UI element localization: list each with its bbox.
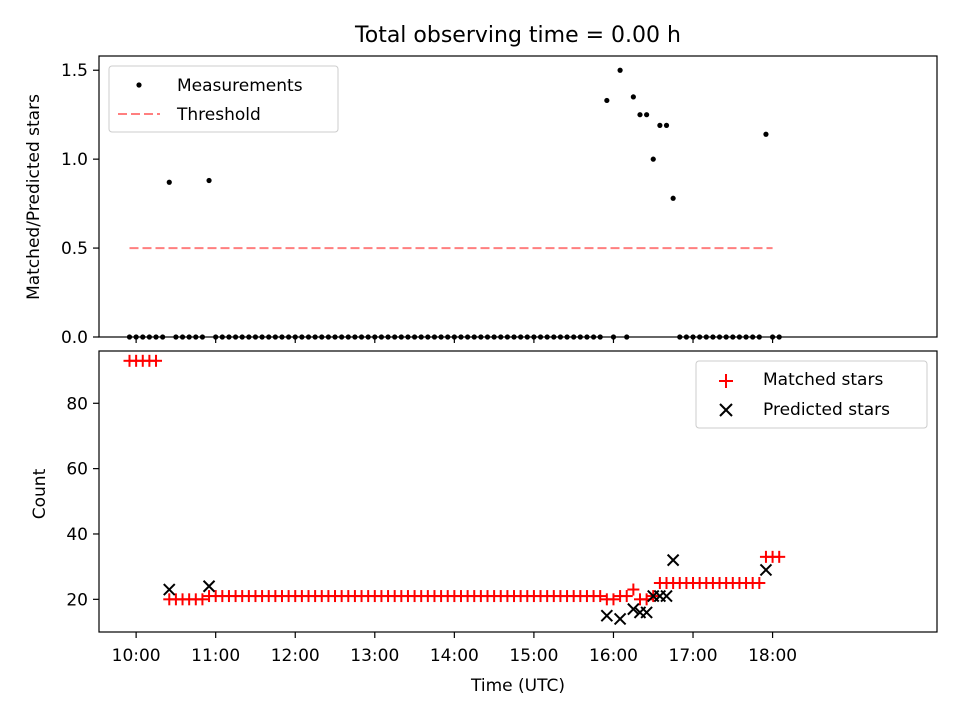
- bottom-y-tick-label: 20: [66, 590, 88, 610]
- measurement-point: [763, 131, 769, 137]
- top-y-tick-label: 0.5: [61, 239, 88, 259]
- bottom-x-tick-label: 10:00: [112, 646, 161, 666]
- top-y-tick-label: 1.0: [61, 150, 88, 170]
- top-y-axis-label: Matched/Predicted stars: [24, 94, 44, 300]
- measurement-point: [604, 97, 610, 104]
- bottom-x-axis: 10:00 11:00 12:00 13:00 14:00 15:00 16:00 17:00…: [112, 632, 797, 666]
- top-y-tick-label: 1.5: [61, 61, 88, 81]
- top-y-tick-label: 0.0: [61, 328, 88, 348]
- predicted-star-point: [759, 563, 773, 577]
- matched-star-point: [753, 576, 766, 589]
- top-plot-frame: [98, 55, 938, 338]
- bottom-x-tick-label: 18:00: [748, 646, 797, 666]
- measurement-point: [617, 67, 623, 73]
- measurement-point: [644, 112, 650, 118]
- matched-star-point: [627, 583, 640, 596]
- top-x-axis: [135, 337, 774, 343]
- measurement-point: [650, 156, 656, 162]
- legend-measurements-marker: [136, 82, 142, 88]
- bottom-y-axis-label: Count: [30, 468, 50, 519]
- legend-predicted-marker: [719, 403, 733, 417]
- matched-star-point: [594, 590, 607, 603]
- predicted-star-point: [613, 612, 627, 626]
- legend-matched-label: Matched stars: [763, 370, 883, 390]
- bottom-x-tick-label: 12:00: [271, 646, 320, 666]
- predicted-star-point: [163, 583, 176, 596]
- predicted-star-point: [660, 589, 673, 603]
- matched-star-point: [607, 593, 620, 606]
- top-legend: Measurements Threshold: [108, 65, 339, 133]
- bottom-y-tick-label: 80: [66, 394, 88, 414]
- matched-stars-series: [123, 354, 786, 606]
- legend-threshold-label: Threshold: [176, 105, 261, 125]
- bottom-legend: Matched stars Predicted stars: [695, 360, 928, 429]
- legend-predicted-label: Predicted stars: [763, 400, 890, 420]
- measurement-point: [630, 94, 636, 100]
- bottom-y-axis: 20 40 60 80: [66, 394, 99, 610]
- measurement-point: [637, 112, 643, 118]
- measurement-point: [670, 195, 676, 201]
- bottom-y-tick-label: 40: [66, 525, 88, 545]
- matched-star-point: [620, 590, 633, 603]
- bottom-x-tick-label: 16:00: [589, 646, 638, 666]
- bottom-x-tick-label: 15:00: [509, 646, 558, 666]
- predicted-star-point: [640, 606, 653, 619]
- matched-star-point: [150, 354, 163, 367]
- measurement-point: [663, 122, 670, 128]
- predicted-stars-series: [163, 553, 773, 626]
- top-legend-box: [108, 65, 339, 133]
- legend-matched-marker: [719, 374, 733, 388]
- measurement-point: [657, 122, 663, 128]
- bottom-legend-box: [695, 360, 928, 429]
- matched-star-point: [196, 593, 209, 606]
- top-panel: 0.0 0.5 1.0 1.5 Matched/Predicted stars Mea…: [24, 55, 938, 348]
- bottom-x-tick-label: 14:00: [430, 646, 479, 666]
- bottom-plot-frame: [98, 350, 938, 633]
- bottom-x-tick-label: 17:00: [669, 646, 718, 666]
- figure-title: Total observing time = 0.00 h: [354, 23, 681, 48]
- top-y-axis: 0.0 0.5 1.0 1.5: [61, 61, 99, 348]
- predicted-star-point: [666, 553, 680, 567]
- predicted-star-point: [202, 580, 216, 593]
- predicted-star-point: [600, 609, 614, 622]
- bottom-x-tick-label: 11:00: [191, 646, 240, 666]
- matched-star-point: [773, 550, 786, 563]
- bottom-y-tick-label: 60: [66, 460, 88, 480]
- measurement-point: [166, 179, 172, 185]
- legend-measurements-label: Measurements: [177, 76, 303, 96]
- bottom-x-axis-label: Time (UTC): [470, 676, 565, 696]
- bottom-x-tick-label: 13:00: [350, 646, 399, 666]
- measurement-point: [206, 177, 212, 184]
- predicted-star-point: [627, 602, 640, 616]
